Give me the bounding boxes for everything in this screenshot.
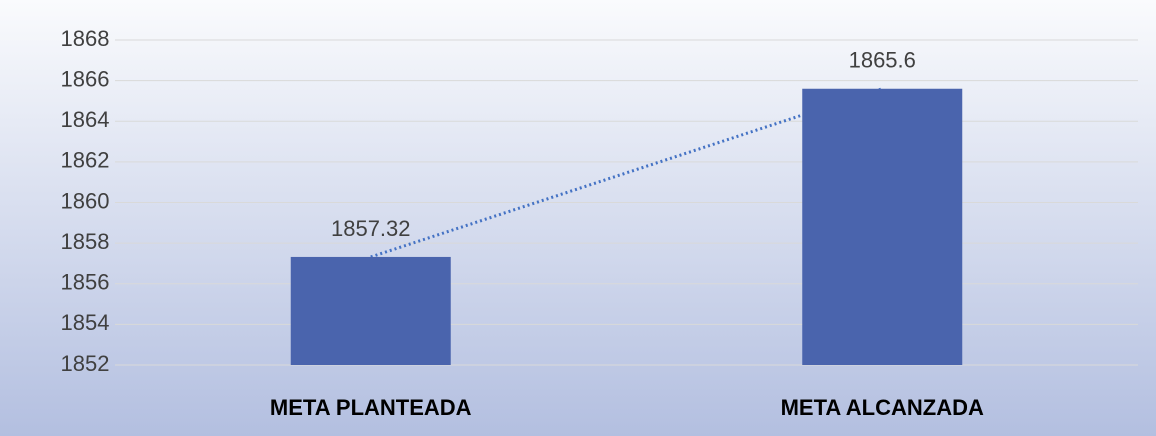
- y-tick-label: 1858: [61, 229, 110, 254]
- x-tick-label: META PLANTEADA: [270, 395, 472, 420]
- y-tick-label: 1868: [61, 26, 110, 51]
- y-tick-label: 1866: [61, 66, 110, 91]
- y-tick-label: 1852: [61, 351, 110, 376]
- bar: [802, 88, 963, 365]
- y-tick-label: 1860: [61, 188, 110, 213]
- y-tick-label: 1864: [61, 107, 110, 132]
- data-label: 1857.32: [331, 216, 411, 241]
- y-tick-label: 1854: [61, 310, 110, 335]
- y-tick-label: 1862: [61, 148, 110, 173]
- x-tick-label: META ALCANZADA: [781, 395, 984, 420]
- data-label: 1865.6: [849, 48, 916, 73]
- bar: [290, 256, 451, 365]
- y-tick-label: 1856: [61, 270, 110, 295]
